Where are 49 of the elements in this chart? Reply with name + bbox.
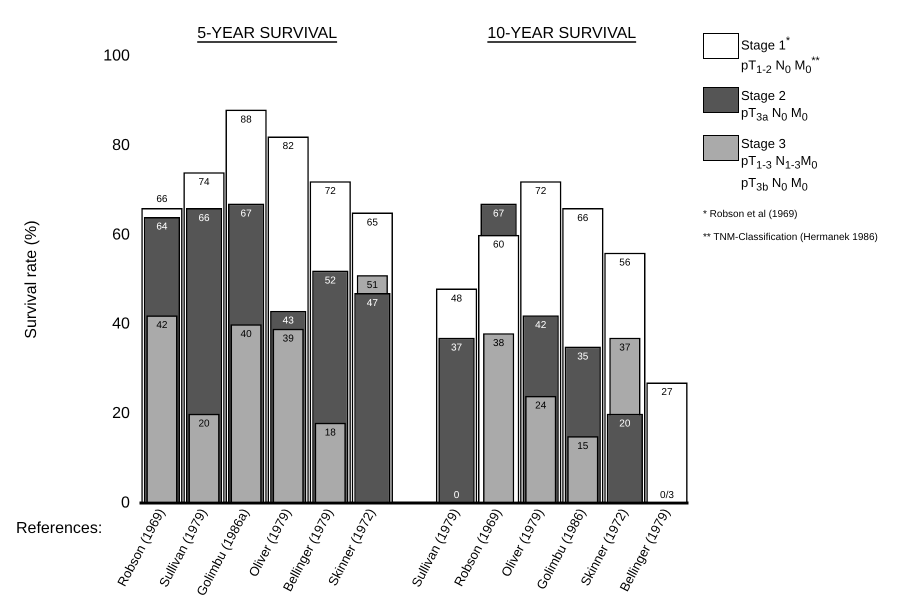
data-label: 66	[577, 212, 589, 224]
data-label: 64	[156, 222, 168, 233]
data-label: 60	[493, 240, 505, 251]
y-tick-label: 100	[103, 47, 130, 64]
data-label: 15	[577, 440, 589, 452]
data-label: 0	[454, 490, 460, 501]
data-label: 43	[282, 316, 294, 327]
data-label: 42	[535, 320, 547, 332]
data-label: 65	[366, 217, 378, 228]
data-label: 18	[324, 427, 336, 438]
data-label: 82	[282, 141, 294, 152]
data-label: 24	[535, 400, 547, 412]
data-label: 72	[324, 186, 336, 197]
data-label: 0/3	[660, 490, 674, 501]
data-label: 35	[577, 351, 589, 362]
y-tick-label: 80	[112, 136, 130, 154]
data-label: 48	[450, 293, 463, 304]
data-label: 38	[493, 338, 505, 350]
data-label: 20	[198, 418, 210, 430]
data-label: 37	[450, 342, 463, 354]
text: Stage 3 pT$_{1-3}$ N$_{1-3}$M$_{0}$ pT$_{3b}$ N$_{0}$ M$_{0}$	[741, 136, 818, 194]
y-axis-title: Survival rate (%)	[23, 220, 40, 339]
data-label: 47	[366, 298, 378, 309]
data-label: 27	[661, 387, 673, 398]
data-label: 39	[282, 334, 294, 345]
data-label: 51	[366, 280, 378, 291]
data-label: 74	[198, 177, 210, 188]
y-tick-label: 20	[112, 405, 130, 422]
text: * Robson et al (1969)	[703, 209, 799, 220]
y-tick-label: 40	[112, 316, 130, 333]
data-label: 67	[240, 208, 252, 220]
y-tick-label: 0	[120, 494, 130, 512]
text: 10-YEAR SURVIVAL	[487, 25, 636, 42]
legend-label: Stage 2 pT$_{3a}$ N$_{0}$ M$_{0}$	[741, 87, 808, 126]
data-label: 72	[535, 186, 547, 197]
data-label: 66	[156, 194, 168, 205]
data-label: 37	[619, 342, 631, 354]
data-label: 56	[619, 258, 631, 269]
data-label: 40	[240, 329, 252, 340]
y-tick-label: 60	[112, 226, 130, 244]
data-label: 66	[198, 212, 210, 224]
text: 5-YEAR SURVIVAL	[197, 25, 338, 42]
text: References:	[16, 520, 102, 538]
data-label: 67	[493, 208, 505, 220]
data-label: 20	[619, 418, 631, 430]
data-label: 42	[156, 320, 168, 332]
data-label: 88	[240, 114, 252, 126]
text: ** TNM-Classification (Hermanek 1986)	[703, 232, 879, 244]
data-label: 52	[324, 275, 336, 286]
